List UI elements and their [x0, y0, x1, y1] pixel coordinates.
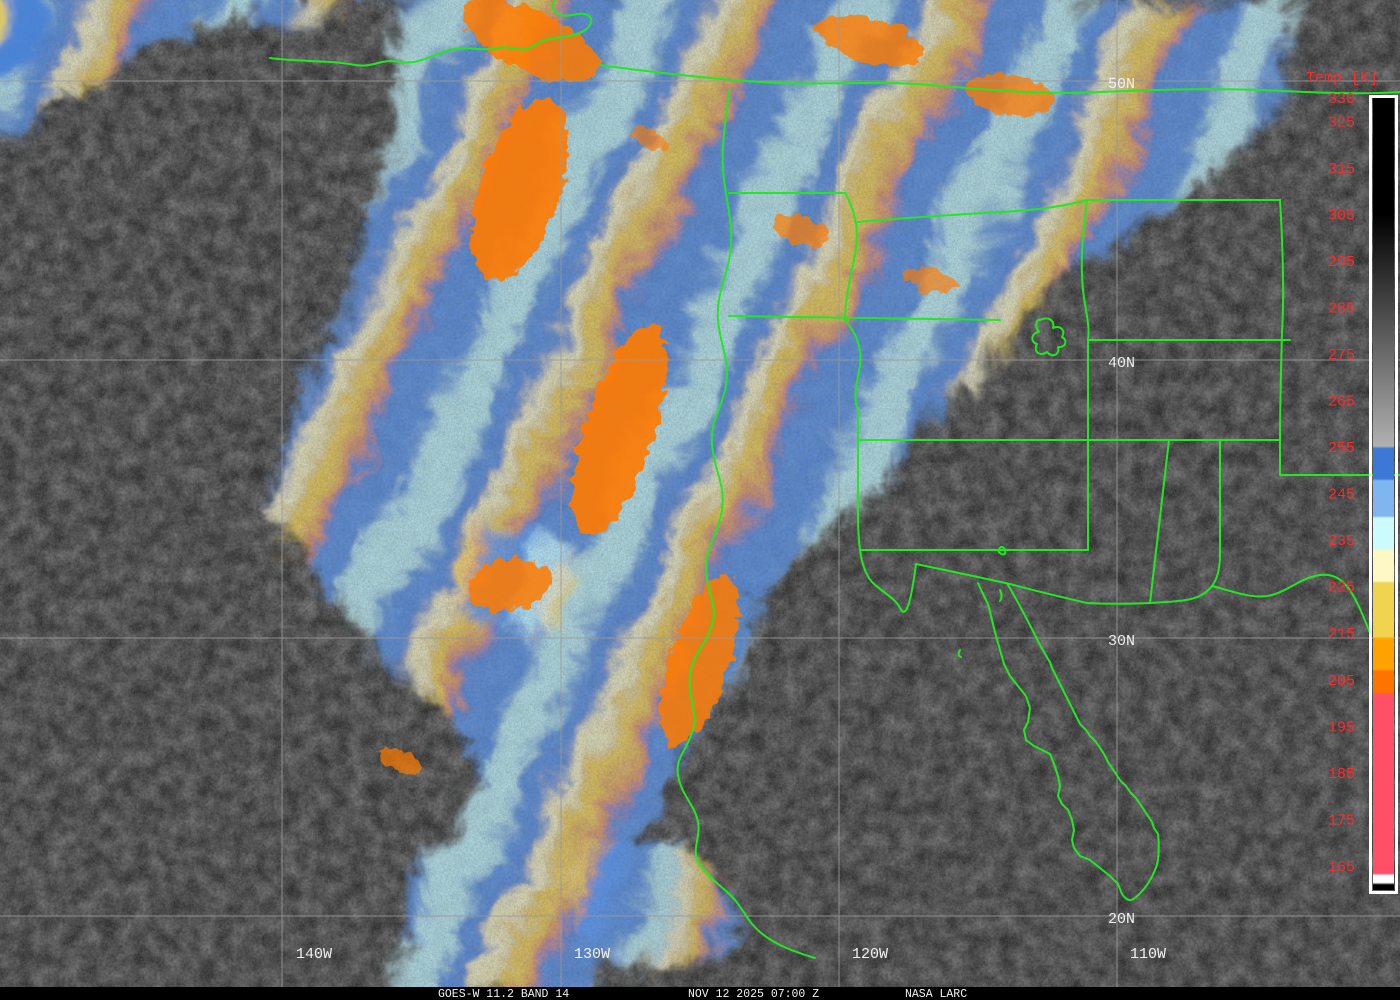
svg-text:NASA LARC: NASA LARC: [905, 988, 967, 1000]
svg-text:325: 325: [1328, 114, 1355, 131]
svg-text:140W: 140W: [296, 946, 332, 963]
svg-text:245: 245: [1328, 487, 1355, 504]
svg-text:285: 285: [1328, 300, 1355, 317]
svg-text:50N: 50N: [1108, 76, 1135, 93]
svg-text:265: 265: [1328, 394, 1355, 411]
svg-text:110W: 110W: [1130, 946, 1166, 963]
svg-text:Temp [K]: Temp [K]: [1306, 70, 1378, 87]
svg-text:225: 225: [1328, 580, 1355, 597]
svg-text:165: 165: [1328, 859, 1355, 876]
svg-text:305: 305: [1328, 207, 1355, 224]
svg-text:185: 185: [1328, 766, 1355, 783]
svg-text:20N: 20N: [1108, 911, 1135, 928]
svg-text:215: 215: [1328, 626, 1355, 643]
svg-text:330: 330: [1328, 91, 1355, 108]
svg-text:295: 295: [1328, 254, 1355, 271]
svg-text:175: 175: [1328, 812, 1355, 829]
svg-text:NOV 12 2025 07:00 Z: NOV 12 2025 07:00 Z: [688, 988, 819, 1000]
svg-text:40N: 40N: [1108, 355, 1135, 372]
svg-text:205: 205: [1328, 673, 1355, 690]
svg-text:130W: 130W: [574, 946, 610, 963]
svg-text:235: 235: [1328, 533, 1355, 550]
svg-text:255: 255: [1328, 440, 1355, 457]
svg-text:30N: 30N: [1108, 633, 1135, 650]
svg-text:GOES-W 11.2 BAND 14: GOES-W 11.2 BAND 14: [438, 988, 569, 1000]
svg-text:275: 275: [1328, 347, 1355, 364]
svg-text:120W: 120W: [852, 946, 888, 963]
svg-text:315: 315: [1328, 161, 1355, 178]
svg-text:195: 195: [1328, 719, 1355, 736]
